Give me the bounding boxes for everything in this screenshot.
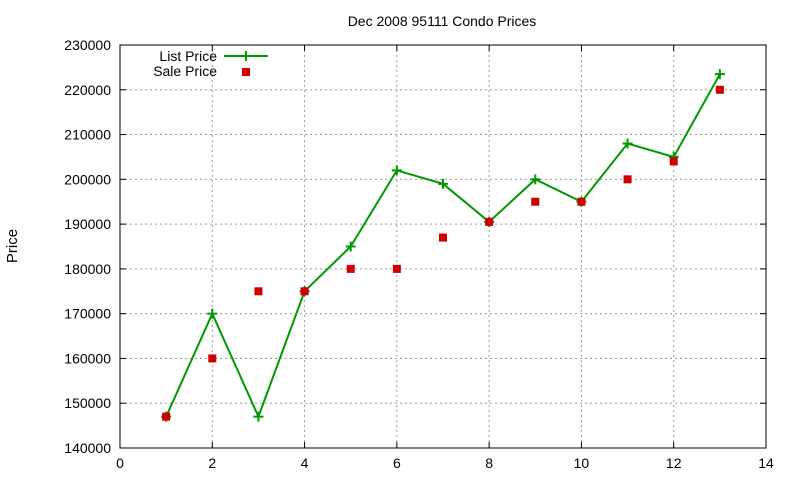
sale-price-point	[485, 217, 494, 226]
list-price-point	[714, 69, 725, 80]
x-tick-label: 10	[574, 455, 590, 471]
x-tick-label: 4	[301, 455, 309, 471]
x-tick-label: 6	[393, 455, 401, 471]
list-price-point	[391, 165, 402, 176]
y-tick-label: 190000	[64, 216, 111, 232]
x-tick-label: 12	[666, 455, 682, 471]
list-price-point	[530, 174, 541, 185]
x-tick-label: 2	[208, 455, 216, 471]
sale-price-point	[577, 197, 586, 206]
plot-area-border	[119, 44, 767, 449]
y-tick-label: 150000	[64, 395, 111, 411]
list-price-point	[345, 241, 356, 252]
y-tick-label: 220000	[64, 82, 111, 98]
legend-marker-sale-price	[242, 68, 250, 76]
legend-label-list-price: List Price	[159, 48, 217, 64]
sale-price-point	[669, 157, 678, 166]
y-tick-label: 210000	[64, 127, 111, 143]
y-tick-label: 140000	[64, 440, 111, 456]
legend: List Price Sale Price	[153, 48, 268, 79]
list-price-point	[253, 411, 264, 422]
x-tick-label: 0	[116, 455, 124, 471]
sale-price-point	[254, 287, 263, 296]
sale-price-point	[208, 354, 217, 363]
sale-price-point	[715, 85, 724, 94]
sale-price-point	[531, 197, 540, 206]
y-axis-title: Price	[4, 229, 21, 263]
sale-price-point	[392, 264, 401, 273]
series-layer	[161, 69, 725, 422]
list-price-point	[622, 138, 633, 149]
y-tick-label: 230000	[64, 37, 111, 53]
y-tick-label: 160000	[64, 350, 111, 366]
sale-price-point	[439, 233, 447, 242]
legend-label-sale-price: Sale Price	[153, 63, 217, 79]
sale-price-point	[300, 287, 309, 296]
x-tick-label: 14	[758, 455, 774, 471]
x-tick-label: 8	[485, 455, 493, 471]
legend-marker-list-price	[241, 51, 251, 61]
sale-price-point	[623, 175, 632, 184]
sale-price-point	[346, 264, 355, 273]
list-price-point	[207, 308, 218, 319]
axis-ticks: 0 2 4 6 8 10 12 14 140000 150000 160000 170000 18000…	[64, 37, 774, 471]
y-tick-label: 170000	[64, 306, 111, 322]
chart-title: Dec 2008 95111 Condo Prices	[348, 13, 537, 29]
list-price-point	[438, 178, 448, 189]
grid	[120, 45, 766, 448]
y-tick-label: 180000	[64, 261, 111, 277]
sale-price-point	[162, 412, 171, 421]
y-tick-label: 200000	[64, 171, 111, 187]
list-price-line	[165, 73, 721, 420]
